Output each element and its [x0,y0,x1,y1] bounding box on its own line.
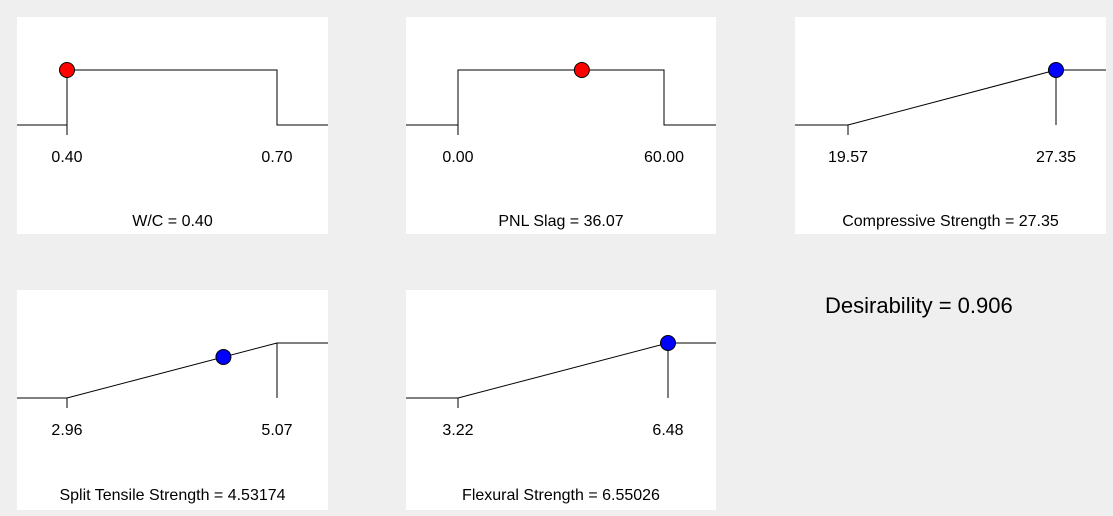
desirability-curve: 2.96 5.07 [17,342,328,439]
low-limit-label: 3.22 [442,422,473,439]
pnl-slag-panel: 0.00 60.00 PNL Slag = 36.07 [406,17,716,234]
current-setting-point [1048,62,1064,78]
panel-label: PNL Slag = 36.07 [498,213,624,230]
low-limit-label: 2.96 [51,422,82,439]
split-tensile-strength-panel: 2.96 5.07 Split Tensile Strength = 4.53174 [17,290,328,510]
desirability-function-line [406,69,716,126]
low-limit-label: 19.57 [828,149,868,166]
desirability-function-line [795,69,1106,126]
high-limit-label: 60.00 [644,149,684,166]
desirability-curve: 0.00 60.00 [406,62,716,166]
current-setting-point [660,335,676,351]
desirability-function-line [17,342,328,399]
current-setting-point [215,349,232,366]
panel-label: W/C = 0.40 [132,213,213,230]
panel-label: Compressive Strength = 27.35 [842,213,1059,230]
compressive-strength-panel: 19.57 27.35 Compressive Strength = 27.35 [795,17,1106,234]
desirability-curve: 19.57 27.35 [795,62,1106,166]
high-limit-label: 27.35 [1036,149,1076,166]
desirability-curve: 3.22 6.48 [406,335,716,439]
low-limit-label: 0.00 [442,149,473,166]
desirability-function-line [17,69,328,126]
panel-label: Split Tensile Strength = 4.53174 [59,487,286,504]
desirability-function-line [406,342,716,399]
wc-panel: 0.40 0.70 W/C = 0.40 [17,17,328,234]
high-limit-label: 5.07 [261,422,292,439]
current-setting-point [573,62,590,78]
current-setting-point [59,62,75,78]
panel-label: Flexural Strength = 6.55026 [462,487,660,504]
low-limit-label: 0.40 [51,149,82,166]
high-limit-label: 0.70 [261,149,292,166]
desirability-curve: 0.40 0.70 [17,62,328,166]
flexural-strength-panel: 3.22 6.48 Flexural Strength = 6.55026 [406,290,716,510]
high-limit-label: 6.48 [652,422,683,439]
desirability-value: Desirability = 0.906 [825,293,1013,318]
